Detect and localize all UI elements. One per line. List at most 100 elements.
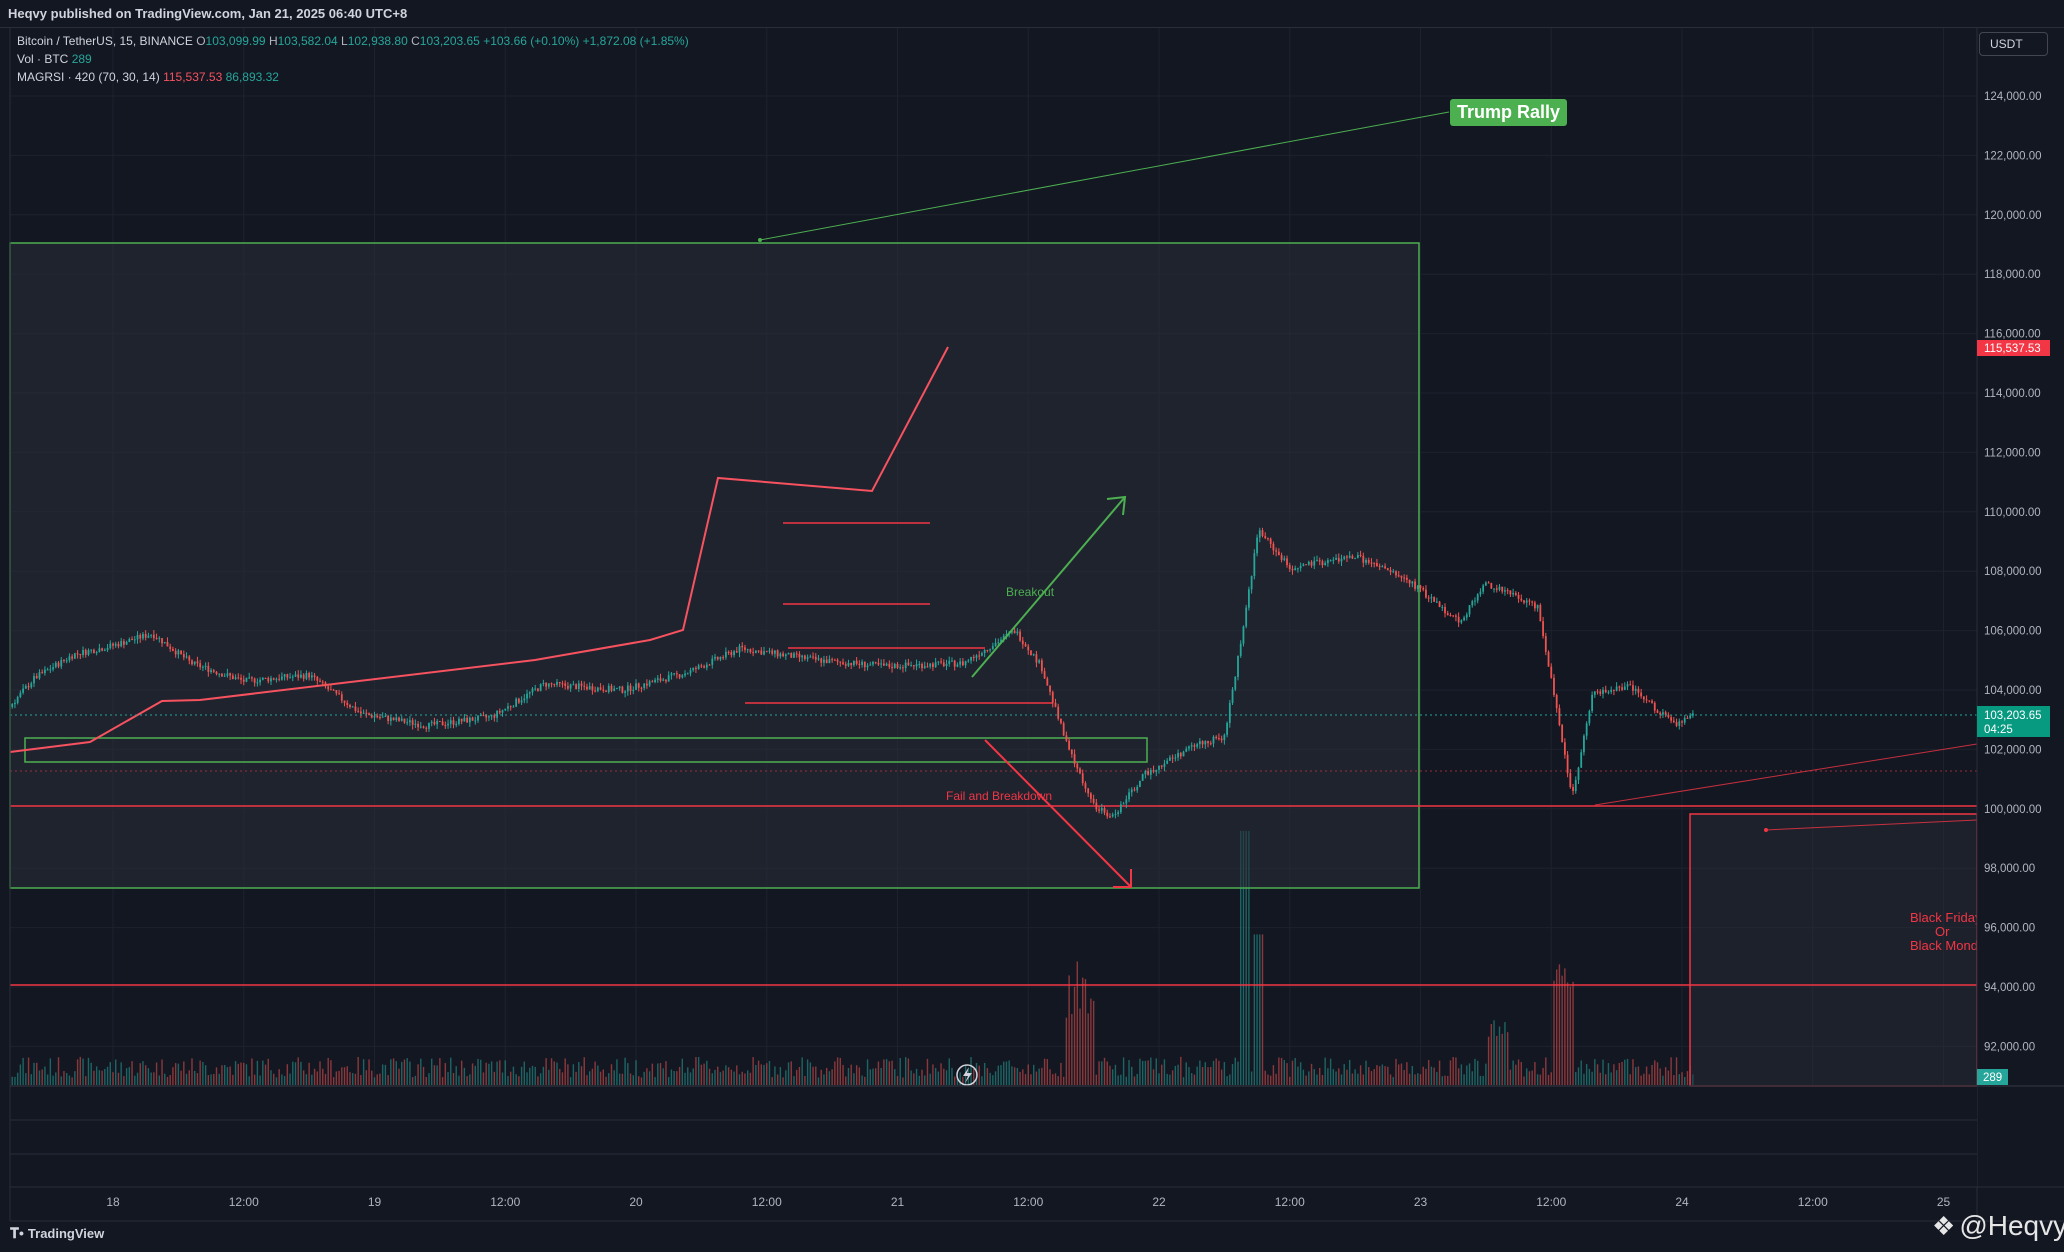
candle-body: [1580, 752, 1583, 768]
candle-body: [1147, 770, 1150, 775]
volume-bar: [1466, 1065, 1468, 1085]
candle-body: [474, 720, 477, 722]
candle-body: [1525, 600, 1528, 603]
volume-bar: [1294, 1057, 1296, 1085]
candle-body: [635, 683, 637, 690]
volume-bar: [1591, 1071, 1593, 1085]
volume-bar: [915, 1068, 918, 1085]
volume-bar: [875, 1068, 877, 1085]
volume-bar: [1316, 1074, 1318, 1085]
volume-bar: [526, 1072, 528, 1085]
breakout-arrow[interactable]: [971, 496, 1126, 678]
candle-body: [411, 720, 414, 725]
volume-bar: [798, 1066, 801, 1085]
candle-body: [899, 667, 902, 669]
candle-body: [523, 698, 526, 701]
fail-breakdown-label[interactable]: Fail and Breakdown: [946, 789, 1052, 803]
right-trendline-2[interactable]: [1765, 819, 1978, 831]
trump-rally-zone[interactable]: [9, 242, 1420, 889]
candle-body: [771, 650, 774, 654]
time-axis[interactable]: 18 12:00 19 12:00 20 12:00 21 12:00 22 12:00 23 12:…: [106, 1195, 1950, 1209]
volume-bar: [270, 1070, 272, 1085]
right-trendline-1[interactable]: [1594, 743, 1978, 806]
volume-bar: [390, 1059, 392, 1085]
candle-body: [1509, 590, 1512, 595]
candle-body: [768, 650, 771, 652]
legend-volume-label[interactable]: Vol · BTC: [17, 52, 69, 66]
candles[interactable]: [0, 527, 1694, 819]
legend-low: 102,938.80: [347, 34, 408, 48]
candle-body: [1051, 691, 1054, 703]
candle-body: [733, 651, 735, 656]
candle-body: [368, 713, 370, 716]
volume-bar: [444, 1063, 447, 1085]
candle-body: [526, 693, 528, 699]
volume-bar: [1082, 977, 1084, 1085]
candle-body: [1234, 676, 1237, 690]
candle-body: [1288, 565, 1291, 569]
legend-magrsi-label[interactable]: MAGRSI · 420 (70, 30, 14): [17, 70, 160, 84]
legend-high: 103,582.04: [277, 34, 338, 48]
candle-body: [1634, 688, 1637, 691]
lightning-icon[interactable]: [956, 1064, 978, 1086]
volume-bar: [1594, 1059, 1596, 1085]
candle-body: [613, 688, 616, 691]
time-tick-label: 20: [629, 1195, 643, 1209]
candle-body: [63, 659, 65, 661]
candle-body: [1678, 721, 1681, 726]
volume-bar: [305, 1074, 308, 1085]
volume-bar: [1425, 1068, 1427, 1085]
legend-symbol[interactable]: Bitcoin / TetherUS, 15, BINANCE: [17, 34, 193, 48]
black-monday-label[interactable]: Black Monday: [1910, 938, 1992, 953]
candle-body: [1185, 748, 1188, 752]
candle-body: [1109, 816, 1111, 818]
candle-body: [1577, 767, 1580, 780]
trump-rally-label[interactable]: Trump Rally: [1450, 99, 1568, 126]
breakdown-arrow[interactable]: [984, 739, 1132, 888]
volume-bar: [1438, 1060, 1441, 1085]
black-day-zone[interactable]: [1689, 813, 1978, 1087]
volume-bar: [763, 1064, 765, 1085]
breakout-label[interactable]: Breakout: [1006, 585, 1055, 599]
volume-bar: [1101, 1061, 1103, 1085]
volume-bar: [1460, 1064, 1463, 1085]
candle-body: [588, 686, 591, 690]
trump-rally-trendline[interactable]: [759, 111, 1450, 241]
volume-bar: [970, 1057, 972, 1085]
candle-body: [430, 721, 433, 723]
candle-body: [820, 658, 823, 663]
volume-bar: [68, 1075, 71, 1085]
volume-bar: [150, 1072, 152, 1085]
volume-bar: [207, 1075, 210, 1085]
volume-bar: [324, 1073, 327, 1085]
volume-bar: [817, 1077, 820, 1085]
price-axis[interactable]: 124,000.00 122,000.00 120,000.00 118,000.00…: [1984, 91, 2042, 1053]
volume-bar: [1629, 1074, 1631, 1085]
volume-bar: [926, 1058, 929, 1085]
volume-bar: [1387, 1066, 1389, 1085]
candle-body: [689, 670, 692, 674]
candle-body: [1474, 600, 1476, 602]
currency-selector[interactable]: USDT: [1979, 32, 2048, 56]
magrsi-line[interactable]: [9, 346, 949, 753]
candle-body: [136, 634, 139, 640]
black-friday-label[interactable]: Black Friday: [1910, 910, 1982, 925]
time-tick-label: 22: [1152, 1195, 1166, 1209]
candle-body: [490, 715, 493, 717]
candle-body: [1111, 814, 1114, 817]
candle-body: [795, 653, 798, 655]
candle-body: [488, 716, 490, 718]
candle-body: [1324, 563, 1327, 566]
candle-body: [1316, 560, 1318, 562]
volume-bar: [30, 1074, 32, 1085]
candle-body: [1242, 626, 1245, 644]
tradingview-logo[interactable]: 𝐓• TradingView: [10, 1225, 104, 1242]
volume-bar: [1504, 1022, 1506, 1085]
volume-bar: [16, 1072, 19, 1085]
volume-bar: [580, 1066, 583, 1085]
page-header: Heqvy published on TradingView.com, Jan …: [0, 0, 2064, 28]
volume-bar: [1558, 964, 1561, 1085]
price-chart[interactable]: Breakout Fail and Breakdown Black Friday…: [0, 28, 2064, 1252]
or-label[interactable]: Or: [1935, 924, 1950, 939]
volume-bar: [1645, 1066, 1648, 1085]
